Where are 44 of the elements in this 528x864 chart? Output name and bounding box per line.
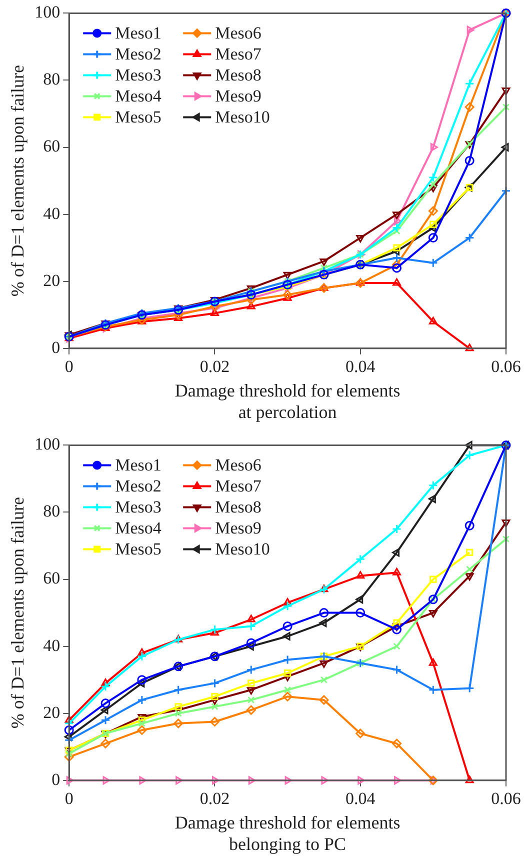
x-tick-label: 0: [64, 357, 74, 376]
legend-label: Meso1: [115, 456, 162, 475]
legend-label: Meso8: [215, 498, 262, 517]
y-tick-label: 100: [34, 434, 60, 454]
legend-label: Meso10: [215, 540, 270, 559]
y-tick-label: 60: [43, 136, 60, 156]
legend-label: Meso8: [215, 66, 262, 85]
x-tick-label: 0.06: [491, 357, 521, 376]
legend-label: Meso9: [215, 86, 262, 106]
legend-label: Meso6: [215, 24, 262, 43]
legend-label: Meso9: [215, 518, 262, 538]
y-axis-title: % of D=1 elements upon failure: [8, 65, 28, 297]
legend-label: Meso5: [115, 108, 162, 127]
legend-label: Meso3: [115, 66, 162, 85]
legend-label: Meso7: [215, 476, 262, 496]
y-tick-label: 100: [34, 2, 60, 22]
y-tick-label: 60: [43, 568, 60, 588]
y-tick-label: 40: [43, 204, 60, 223]
legend-label: Meso2: [115, 44, 162, 64]
legend-label: Meso7: [215, 44, 262, 64]
x-tick-label: 0.06: [491, 789, 521, 808]
y-tick-label: 20: [43, 270, 60, 290]
x-axis-title: Damage threshold for elements belonging to PC: [174, 812, 400, 854]
x-tick-label: 0.04: [345, 357, 376, 376]
y-tick-label: 0: [52, 770, 60, 789]
legend-label: Meso4: [115, 518, 162, 538]
y-axis-title: % of D=1 elements upon failure: [8, 497, 28, 729]
x-tick-label: 0.02: [200, 789, 230, 808]
x-tick-label: 0.02: [200, 357, 230, 376]
legend-label: Meso6: [215, 456, 262, 475]
legend-label: Meso2: [115, 476, 162, 496]
legend-label: Meso5: [115, 540, 162, 559]
y-tick-label: 40: [43, 636, 60, 655]
y-tick-label: 80: [43, 502, 60, 521]
legend-label: Meso4: [115, 86, 162, 106]
y-tick-label: 20: [43, 702, 60, 722]
y-tick-label: 80: [43, 70, 60, 89]
legend-label: Meso10: [215, 108, 270, 127]
x-tick-label: 0.04: [345, 789, 376, 808]
legend-label: Meso3: [115, 498, 162, 517]
x-axis-title: Damage threshold for elements at percolation: [174, 380, 400, 422]
y-tick-label: 0: [52, 338, 60, 357]
x-tick-label: 0: [64, 789, 74, 808]
legend-label: Meso1: [115, 24, 162, 43]
